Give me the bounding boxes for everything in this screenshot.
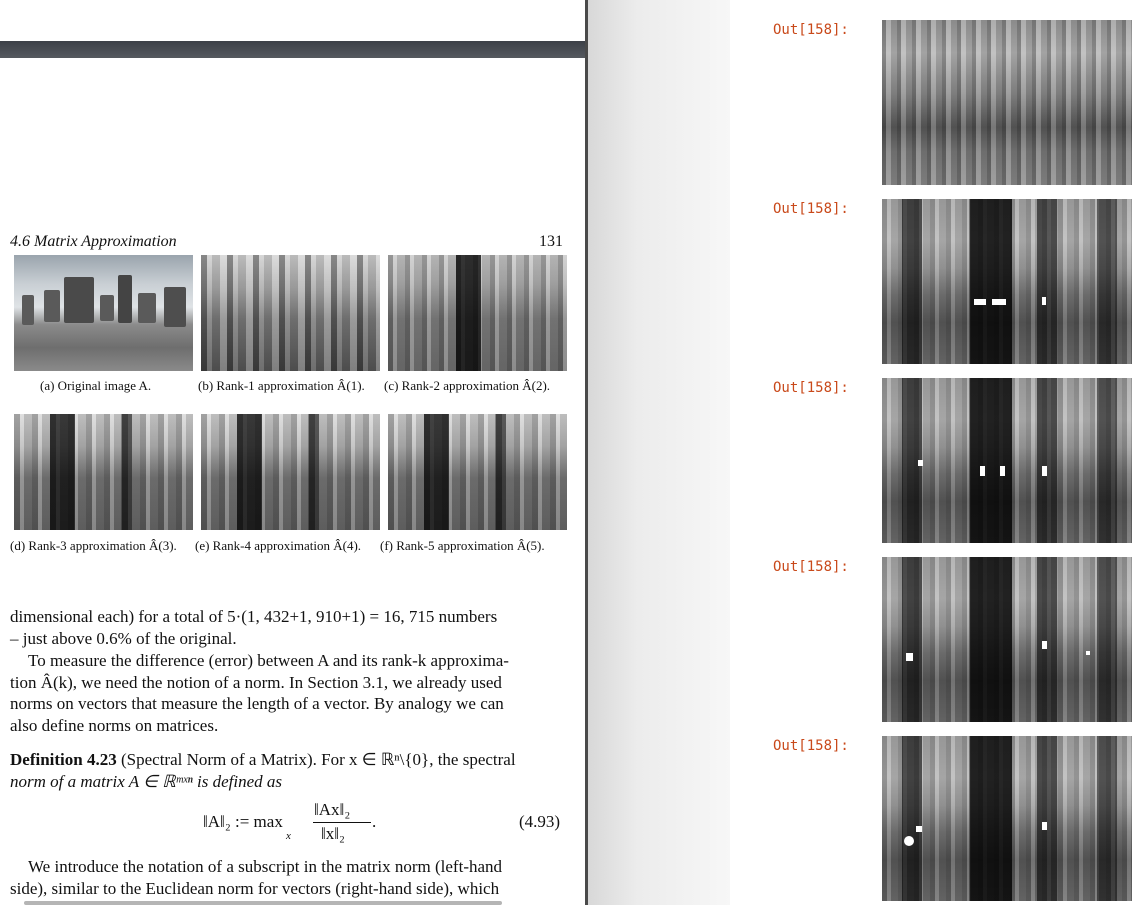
- definition-line-2: norm of a matrix A ∈ ℝᵐˣⁿ is defined as: [10, 771, 283, 791]
- definition-title: (Spectral Norm of a Matrix).: [120, 750, 317, 769]
- figure-rank-3-image: [14, 414, 193, 530]
- pane-shadow: [588, 0, 730, 905]
- output-image-rank-3[interactable]: [882, 378, 1132, 543]
- paragraph-1: dimensional each) for a total of 5·(1, 4…: [10, 606, 568, 649]
- figure-rank-4-image: [201, 414, 380, 530]
- figure-rank-2-image: [388, 255, 567, 371]
- equation-number: (4.93): [519, 812, 561, 831]
- output-prompt: Out[158]:: [773, 559, 849, 575]
- caption-a: (a) Original image A.: [40, 378, 152, 393]
- definition-text: For x ∈ ℝⁿ\{0}, the spectral: [321, 750, 516, 769]
- text-line: – just above 0.6% of the original.: [10, 628, 237, 648]
- page-separator: [0, 41, 587, 58]
- output-prompt: Out[158]:: [773, 201, 849, 217]
- equation-lhs: ‖A‖₂ := max: [203, 812, 283, 831]
- output-prompt: Out[158]:: [773, 380, 849, 396]
- equation-denominator: ‖x‖₂: [321, 824, 345, 843]
- page-number: 131: [539, 233, 563, 250]
- caption-b: (b) Rank-1 approximation Â(1).: [198, 378, 365, 393]
- pdf-viewer-pane[interactable]: 4.6 Matrix Approximation 131 (a) Origina…: [0, 0, 587, 905]
- text-line: also define norms on matrices.: [10, 715, 219, 735]
- running-head: 4.6 Matrix Approximation: [10, 233, 177, 250]
- output-prompt: Out[158]:: [773, 22, 849, 38]
- definition-block: Definition 4.23 (Spectral Norm of a Matr…: [10, 749, 568, 792]
- text-line: norms on vectors that measure the length…: [10, 694, 504, 713]
- paragraph-2: To measure the difference (error) betwee…: [10, 650, 568, 736]
- text-line: side), similar to the Euclidean norm for…: [10, 878, 500, 898]
- caption-f: (f) Rank-5 approximation Â(5).: [380, 538, 545, 553]
- output-prompt: Out[158]:: [773, 738, 849, 754]
- figure-rank-1-image: [201, 255, 380, 371]
- figure-original-image: [14, 255, 193, 371]
- caption-d: (d) Rank-3 approximation Â(3).: [10, 538, 177, 553]
- output-image-rank-4[interactable]: [882, 557, 1132, 722]
- output-image-rank-5[interactable]: [882, 736, 1132, 901]
- figure-rank-5-image: [388, 414, 567, 530]
- horizontal-scrollbar[interactable]: [24, 901, 502, 905]
- equation-numerator: ‖Ax‖₂: [314, 800, 351, 819]
- caption-c: (c) Rank-2 approximation Â(2).: [384, 378, 551, 393]
- equation-subscript: x: [286, 830, 291, 842]
- definition-label: Definition 4.23: [10, 750, 117, 769]
- output-image-rank-1[interactable]: [882, 20, 1132, 185]
- paragraph-3: We introduce the notation of a subscript…: [10, 856, 568, 899]
- text-line: tion Â(k), we need the notion of a norm.…: [10, 672, 502, 692]
- text-line: dimensional each) for a total of 5·(1, 4…: [10, 607, 498, 626]
- output-image-rank-2[interactable]: [882, 199, 1132, 364]
- text-line: To measure the difference (error) betwee…: [28, 651, 509, 670]
- caption-e: (e) Rank-4 approximation Â(4).: [195, 538, 362, 553]
- pane-divider[interactable]: [585, 0, 588, 905]
- text-line: We introduce the notation of a subscript…: [28, 857, 503, 876]
